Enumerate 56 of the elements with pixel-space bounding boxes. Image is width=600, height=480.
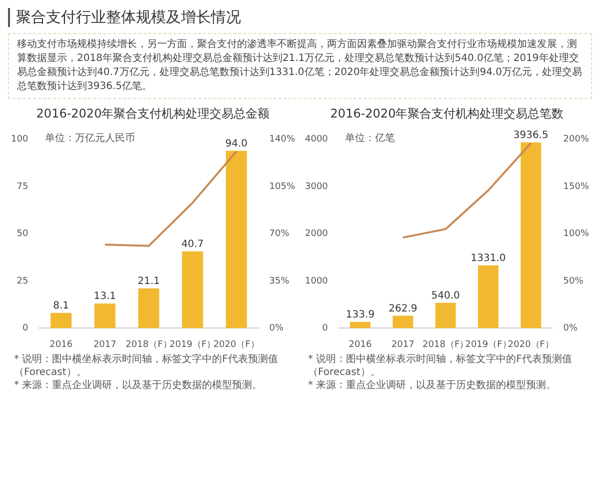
data-label: 94.0: [225, 138, 248, 150]
bar: [350, 322, 370, 328]
y-axis-title: 单位：亿笔: [344, 132, 395, 144]
y2-tick-label: 0%: [563, 324, 578, 334]
data-label: 13.1: [94, 291, 116, 302]
y-tick-label: 1000: [305, 276, 328, 286]
data-label: 40.7: [181, 238, 204, 250]
text: * 说明：图中横坐标表示时间轴，标签文字中的F代表预测值（Forecast）。: [307, 353, 573, 379]
data-label: 540.0: [431, 290, 460, 302]
bar: [435, 302, 456, 328]
y2-tick-label: 100%: [563, 229, 590, 240]
y2-tick-label: 50%: [563, 276, 584, 286]
bar: [392, 316, 414, 328]
bar: [138, 288, 160, 328]
bar: [182, 251, 204, 328]
text: * 来源：重点企业调研，以及基于历史数据的模型预测。: [307, 379, 558, 392]
y-tick-label: 2000: [305, 229, 328, 240]
y-tick-label: 0: [22, 324, 28, 334]
bar: [520, 142, 542, 328]
y-tick-label: 25: [16, 276, 28, 286]
text: * 来源：重点企业调研，以及基于历史数据的模型预测。: [13, 379, 264, 392]
bar: [226, 150, 247, 328]
y2-tick-label: 70%: [269, 229, 290, 240]
chart-title: 2016-2020年聚合支付机构处理交易总笔数: [330, 106, 564, 120]
data-label: 8.1: [53, 300, 70, 312]
x-tick-label: 2016: [348, 340, 372, 350]
chart-title: 2016-2020年聚合支付机构处理交易总金额: [36, 106, 270, 120]
x-tick-label: 2017: [391, 340, 414, 350]
y2-tick-label: 35%: [269, 276, 290, 286]
x-tick-label: 2016: [50, 340, 73, 350]
y-tick-label: 100: [10, 134, 28, 145]
y-axis-title: 单位：万亿元人民币: [45, 132, 136, 144]
y-tick-label: 3000: [305, 182, 328, 192]
text: 聚合支付行业整体规模及增长情况: [8, 8, 592, 27]
y-tick-label: 50: [16, 229, 28, 240]
bar: [478, 265, 498, 328]
y-tick-label: 4000: [305, 134, 328, 145]
data-label: 3936.5: [513, 130, 548, 141]
bar: [50, 312, 72, 328]
data-label: 1331.0: [470, 252, 506, 264]
y2-tick-label: 0%: [269, 324, 284, 334]
data-label: 133.9: [346, 309, 375, 320]
data-label: 21.1: [138, 276, 160, 287]
y2-tick-label: 200%: [563, 134, 590, 145]
y-tick-label: 0: [322, 324, 328, 334]
data-label: 262.9: [388, 303, 418, 314]
y2-tick-label: 150%: [563, 182, 590, 192]
text: * 说明：图中横坐标表示时间轴，标签文字中的F代表预测值（Forecast）。: [13, 353, 279, 379]
x-tick-label: 2020（F）: [213, 340, 260, 350]
y-tick-label: 75: [16, 182, 28, 192]
x-tick-label: 2017: [93, 340, 116, 350]
y2-tick-label: 105%: [269, 182, 296, 192]
x-tick-label: 2020（F）: [508, 340, 554, 350]
y2-tick-label: 140%: [269, 134, 296, 145]
text: 移动支付市场规模持续增长，另一方面，聚合支付的渗透率不断提高，两方面因素叠加驱动聚合支付行业市场规模加速发展，测算数据显示，2018年聚合支付机构处理交易总金额预计达到21.1万亿元，处理交易总笔数预计达到540.0亿笔；2019年处理交易总金额预计达到40.7万亿元，处理交易总笔数预计达到1331.0亿笔；2020年处理交易总金额预计达到94.0万亿元，处理交易总笔数预计达到3936.5亿笔。: [8, 33, 592, 99]
bar: [94, 303, 116, 328]
